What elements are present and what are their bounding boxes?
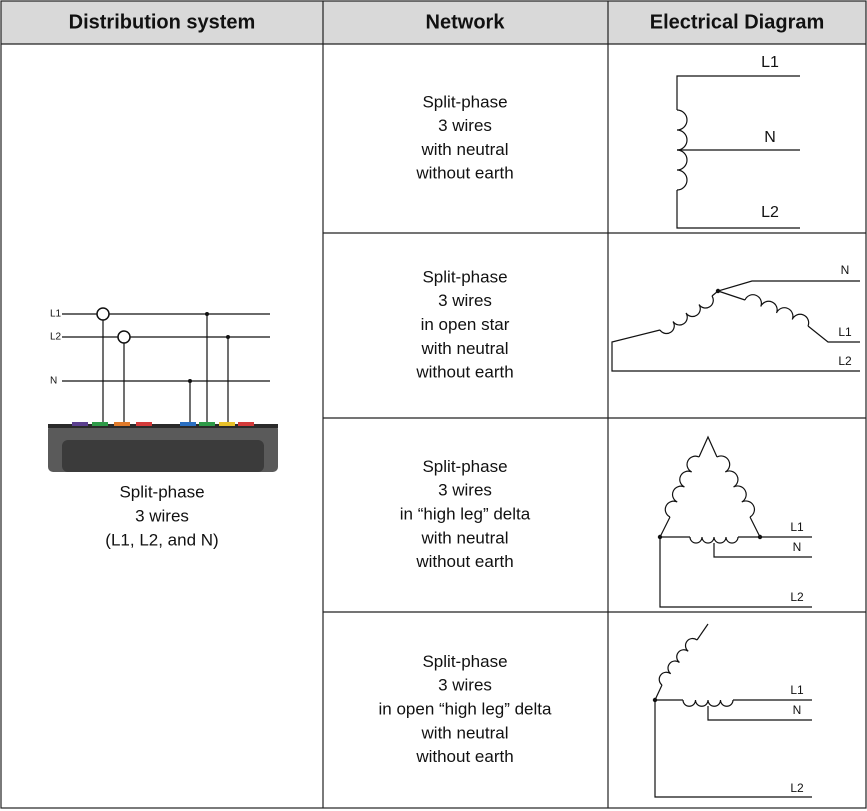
cell-text: Split-phase: [422, 92, 507, 111]
wire-label: N: [793, 703, 802, 717]
electrical-diagram: [652, 623, 812, 798]
cell-text: in open star: [421, 315, 510, 334]
cell-text: 3 wires: [135, 506, 189, 525]
cell-text: without earth: [415, 164, 513, 183]
wire-label: L2: [790, 590, 804, 604]
wire-label: N: [841, 263, 850, 277]
header-cell: Electrical Diagram: [650, 11, 825, 33]
coil: [744, 294, 810, 327]
cell-text: in “high leg” delta: [400, 504, 531, 523]
coil: [716, 455, 756, 518]
cell-text: 3 wires: [438, 291, 492, 310]
cell-text: 3 wires: [438, 116, 492, 135]
header-cell: Distribution system: [69, 11, 256, 33]
cell-text: with neutral: [421, 140, 509, 159]
coil: [682, 699, 734, 707]
wire-label: N: [793, 540, 802, 554]
cell-text: without earth: [415, 747, 513, 766]
coil: [664, 455, 700, 518]
cell-text: with neutral: [421, 723, 509, 742]
cell-text: with neutral: [421, 528, 509, 547]
electrical-diagram: [611, 280, 860, 372]
wire-label: L2: [790, 781, 804, 795]
wire-label: L1: [790, 683, 804, 697]
coil: [689, 536, 739, 544]
cell-text: (L1, L2, and N): [105, 530, 218, 549]
coil: [658, 637, 698, 686]
cell-text: Split-phase: [422, 457, 507, 476]
cell-text: 3 wires: [438, 676, 492, 695]
cell-text: Split-phase: [119, 482, 204, 501]
electrical-diagram: [657, 435, 812, 608]
cell-text: with neutral: [421, 339, 509, 358]
cell-text: without earth: [415, 363, 513, 382]
cell-text: Split-phase: [422, 652, 507, 671]
wire-label: N: [764, 129, 776, 146]
wire-label: L1: [790, 520, 804, 534]
wire-label: L2: [761, 204, 779, 221]
wire-label: L1: [50, 309, 62, 320]
wire-label: N: [50, 376, 57, 387]
electrical-diagram: [676, 75, 800, 229]
coil: [659, 295, 714, 335]
header-background: [1, 1, 866, 44]
wire-label: L1: [838, 325, 852, 339]
cell-text: without earth: [415, 552, 513, 571]
cell-text: 3 wires: [438, 481, 492, 500]
wire-label: L1: [761, 54, 779, 71]
cell-text: in open “high leg” delta: [379, 699, 553, 718]
wire-label: L2: [50, 332, 62, 343]
header-cell: Network: [426, 11, 506, 33]
device-diagram: [48, 307, 278, 472]
cell-text: Split-phase: [422, 267, 507, 286]
wire-label: L2: [838, 354, 852, 368]
